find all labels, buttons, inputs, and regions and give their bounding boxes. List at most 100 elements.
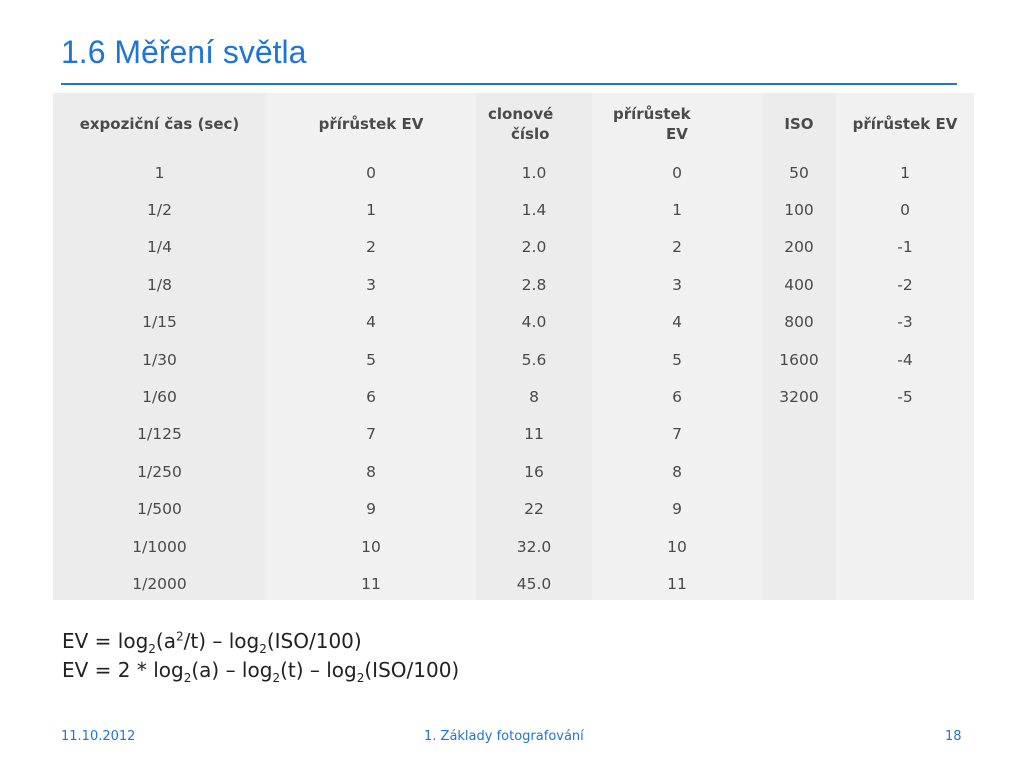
table-cell: 6 <box>672 388 682 407</box>
header-f-number-line2: číslo <box>511 124 550 143</box>
table-cell: 100 <box>784 201 814 220</box>
formula-text: (ISO/100) <box>364 658 460 682</box>
table-cell: 3 <box>672 275 682 294</box>
table-cell: 1600 <box>779 350 819 369</box>
table-cell <box>762 565 836 602</box>
table-cell: 6 <box>366 388 376 407</box>
table-cell: 11 <box>361 574 381 593</box>
header-f-number-line1: clonové <box>488 104 554 123</box>
table-cell <box>836 453 974 490</box>
formula-text: (t) – log <box>280 658 357 682</box>
table-cell <box>836 565 974 602</box>
formula-text: /t) – log <box>183 629 260 653</box>
ev-formulas: EV = log2(a2/t) – log2(ISO/100) EV = 2 *… <box>62 627 459 685</box>
header-ev-increment-2-line2: EV <box>666 124 688 143</box>
table-cell: 400 <box>784 275 814 294</box>
data-table: expoziční čas (sec) přírůstek EV clonové… <box>53 93 974 603</box>
formula-subscript: 2 <box>356 671 365 685</box>
table-cell: 10 <box>361 537 381 556</box>
table-cell: 1/30 <box>142 350 177 369</box>
table-row: 1/2000 11 45.0 11 <box>53 565 974 602</box>
table-cell: -1 <box>897 238 913 257</box>
table-cell: 0 <box>672 163 682 182</box>
formula-subscript: 2 <box>148 642 156 656</box>
table-cell: 8 <box>529 388 539 407</box>
table-cell: 1/125 <box>137 425 182 444</box>
table-cell: 11 <box>667 574 687 593</box>
table-cell: 22 <box>524 500 544 519</box>
table-cell: 32.0 <box>516 537 552 556</box>
formula-text: (a) – log <box>191 658 273 682</box>
table-cell: 1 <box>900 163 910 182</box>
table-body: 1 0 1.0 0 50 1 1/2 1 1.4 1 100 0 1/4 2 2.0 2 200 -1 1/8 3 2.… <box>53 154 974 603</box>
table-cell: 800 <box>784 313 814 332</box>
table-cell <box>762 453 836 490</box>
table-row: 1/15 4 4.0 4 800 -3 <box>53 304 974 341</box>
slide-title: 1.6 Měření světla <box>61 34 307 70</box>
table-cell: 1/8 <box>147 275 172 294</box>
footer-page-number: 18 <box>945 729 962 744</box>
table-cell: 1/500 <box>137 500 182 519</box>
table-cell: 1 <box>672 201 682 220</box>
table-cell: -3 <box>897 313 913 332</box>
header-ev-increment-3: přírůstek EV <box>852 114 958 133</box>
formula-subscript: 2 <box>183 671 192 685</box>
table-cell: 4 <box>366 313 376 332</box>
column-band <box>592 93 762 600</box>
table-cell: 200 <box>784 238 814 257</box>
table-cell: 5 <box>366 350 376 369</box>
header-ev-increment: přírůstek EV <box>318 114 424 133</box>
table-row: 1/125 7 11 7 <box>53 416 974 453</box>
table-cell: 2 <box>366 238 376 257</box>
table-row: 1/500 9 22 9 <box>53 491 974 528</box>
table-cell: 50 <box>789 163 809 182</box>
table-cell: 16 <box>524 462 544 481</box>
table-cell: -4 <box>897 350 913 369</box>
formula-superscript: 2 <box>175 629 184 644</box>
table-cell: 1/60 <box>142 388 177 407</box>
header-exposure-time: expoziční čas (sec) <box>79 114 240 133</box>
table-cell: -2 <box>897 275 913 294</box>
formula-text: EV = 2 * log <box>62 658 184 682</box>
table-cell <box>762 528 836 565</box>
table-cell: 1/4 <box>147 238 172 257</box>
table-cell: 9 <box>366 500 376 519</box>
table-cell: 1 <box>366 201 376 220</box>
table-cell: 1.0 <box>521 163 547 182</box>
table-row: 1/4 2 2.0 2 200 -1 <box>53 229 974 266</box>
header-ev-increment-2: přírůstek EV <box>592 93 762 154</box>
column-band <box>836 93 974 600</box>
table-cell: -5 <box>897 388 913 407</box>
table-cell: 1/15 <box>142 313 177 332</box>
table-cell: 7 <box>672 425 682 444</box>
formula-subscript: 2 <box>272 671 281 685</box>
column-band <box>266 93 476 600</box>
table-cell <box>762 416 836 453</box>
table-cell: 3 <box>366 275 376 294</box>
table-row: 1/2 1 1.4 1 100 0 <box>53 191 974 228</box>
exposure-table: expoziční čas (sec) přírůstek EV clonové… <box>53 93 974 600</box>
table-cell: 8 <box>672 462 682 481</box>
header-row: expoziční čas (sec) přírůstek EV clonové… <box>53 93 974 154</box>
table-cell: 0 <box>900 201 910 220</box>
table-cell: 7 <box>366 425 376 444</box>
table-cell: 45.0 <box>516 574 552 593</box>
table-row: 1 0 1.0 0 50 1 <box>53 154 974 191</box>
table-cell: 1/250 <box>137 462 182 481</box>
formula-text: (ISO/100) <box>266 629 362 653</box>
formula-text: (a <box>155 629 176 653</box>
formula-line-1: EV = log2(a2/t) – log2(ISO/100) <box>62 627 459 656</box>
table-cell: 9 <box>672 500 682 519</box>
table-cell <box>836 416 974 453</box>
table-cell: 5.6 <box>521 350 547 369</box>
formula-text: EV = log <box>62 629 149 653</box>
table-cell <box>836 528 974 565</box>
header-ev-increment-2-line1: přírůstek <box>613 104 691 123</box>
formula-subscript: 2 <box>259 642 267 656</box>
table-cell: 1.4 <box>521 201 547 220</box>
table-cell: 1/2 <box>147 201 172 220</box>
footer-topic: 1. Základy fotografování <box>424 729 584 744</box>
formula-line-2: EV = 2 * log2(a) – log2(t) – log2(ISO/10… <box>62 656 459 685</box>
table-cell: 5 <box>672 350 682 369</box>
table-cell <box>762 491 836 528</box>
